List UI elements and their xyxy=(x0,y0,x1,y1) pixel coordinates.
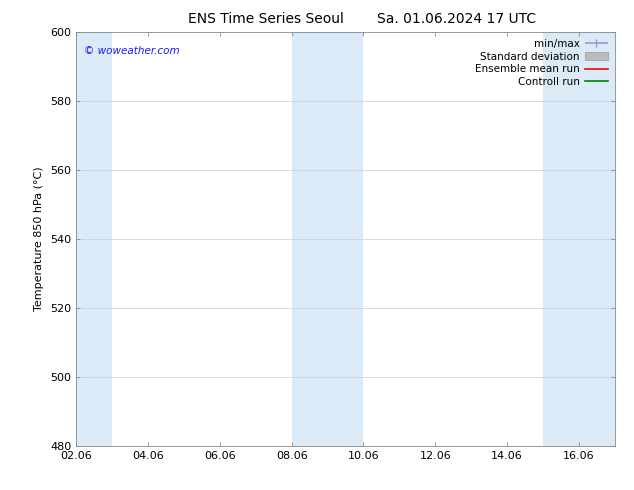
Bar xyxy=(543,32,615,446)
Y-axis label: Temperature 850 hPa (°C): Temperature 850 hPa (°C) xyxy=(34,167,44,311)
Text: © woweather.com: © woweather.com xyxy=(84,47,180,56)
Bar xyxy=(292,32,363,446)
Legend: min/max, Standard deviation, Ensemble mean run, Controll run: min/max, Standard deviation, Ensemble me… xyxy=(473,37,610,89)
Text: Sa. 01.06.2024 17 UTC: Sa. 01.06.2024 17 UTC xyxy=(377,12,536,26)
Text: ENS Time Series Seoul: ENS Time Series Seoul xyxy=(188,12,344,26)
Bar xyxy=(76,32,112,446)
